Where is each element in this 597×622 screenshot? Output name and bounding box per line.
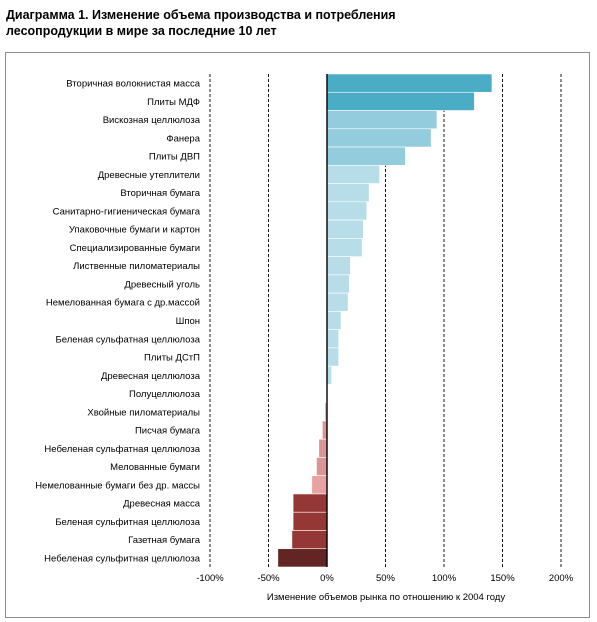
x-tick-label: -50% <box>257 573 280 584</box>
x-axis-title: Изменение объемов рынка по отношению к 2… <box>267 592 505 603</box>
category-label: Беленая сульфитная целлюлоза <box>55 517 200 528</box>
x-tick-label: 0% <box>320 573 334 584</box>
bar <box>326 329 339 349</box>
chart-title: Диаграмма 1. Изменение объема производст… <box>6 8 396 38</box>
bar <box>326 73 493 93</box>
x-tick-labels: -100% -50% 0% 50% 100% 150% 200% <box>196 573 573 584</box>
bar <box>326 311 342 330</box>
bar <box>326 238 363 257</box>
bars <box>277 73 493 568</box>
category-label: Древесная целлюлоза <box>101 371 201 382</box>
category-label: Мелованные бумаги <box>110 462 200 473</box>
chart-frame: Вторичная волокнистая масса Плиты МДФ Виск… <box>5 52 590 618</box>
category-label: Древесная масса <box>123 499 201 510</box>
bar <box>326 219 364 239</box>
category-label: Плиты ДСтП <box>144 353 200 364</box>
bar <box>292 511 328 531</box>
bar <box>326 146 406 166</box>
category-label: Упаковочные бумаги и картон <box>69 225 200 236</box>
bar <box>326 164 380 184</box>
category-labels: Вторичная волокнистая масса Плиты МДФ Виск… <box>35 79 201 565</box>
bar <box>326 365 332 385</box>
bar <box>311 475 328 495</box>
category-label: Немелованные бумаги без др. массы <box>35 480 200 491</box>
x-tick-label: -100% <box>196 573 224 584</box>
category-label: Вторичная волокнистая масса <box>66 79 200 90</box>
bar <box>326 110 438 130</box>
category-label: Лиственные пиломатериалы <box>73 261 200 272</box>
category-label: Фанера <box>166 133 200 144</box>
x-tick-label: 100% <box>432 573 457 584</box>
bar <box>326 91 475 111</box>
category-label: Вискозная целлюлоза <box>103 115 201 126</box>
bar <box>322 420 328 440</box>
category-label: Древесные утеплители <box>98 170 200 181</box>
bar <box>326 347 339 367</box>
bar <box>326 183 370 203</box>
bar <box>326 256 351 276</box>
category-label: Плиты ДВП <box>149 152 200 163</box>
category-label: Вторичная бумага <box>120 188 200 199</box>
chart-plot: Вторичная волокнистая масса Плиты МДФ Виск… <box>35 73 574 603</box>
x-tick-label: 200% <box>549 573 574 584</box>
x-tick-label: 150% <box>490 573 515 584</box>
category-label: Небеленая сульфатная целлюлоза <box>44 444 200 455</box>
bar <box>318 438 328 458</box>
bar <box>326 201 368 221</box>
category-label: Беленая сульфатная целлюлоза <box>56 334 201 345</box>
category-label: Древесный уголь <box>124 279 200 290</box>
bar <box>326 274 350 294</box>
category-label: Полуцеллюлоза <box>129 389 201 400</box>
bar <box>326 292 349 312</box>
bar <box>326 128 432 148</box>
bar <box>316 457 328 477</box>
category-label: Хвойные пиломатериалы <box>87 407 200 418</box>
bar <box>277 548 328 568</box>
category-label: Немелованная бумага с др.массой <box>46 298 200 309</box>
category-label: Небеленая сульфитная целлюлоза <box>44 553 201 564</box>
category-label: Специализированные бумаги <box>70 243 200 254</box>
category-label: Санитарно-гигиеническая бумага <box>53 206 201 217</box>
category-label: Плиты МДФ <box>147 97 200 108</box>
x-tick-label: 50% <box>376 573 396 584</box>
bar <box>292 493 328 513</box>
bar <box>291 530 328 550</box>
category-label: Шпон <box>176 316 200 327</box>
category-label: Газетная бумага <box>128 535 201 546</box>
category-label: Писчая бумага <box>135 426 201 437</box>
